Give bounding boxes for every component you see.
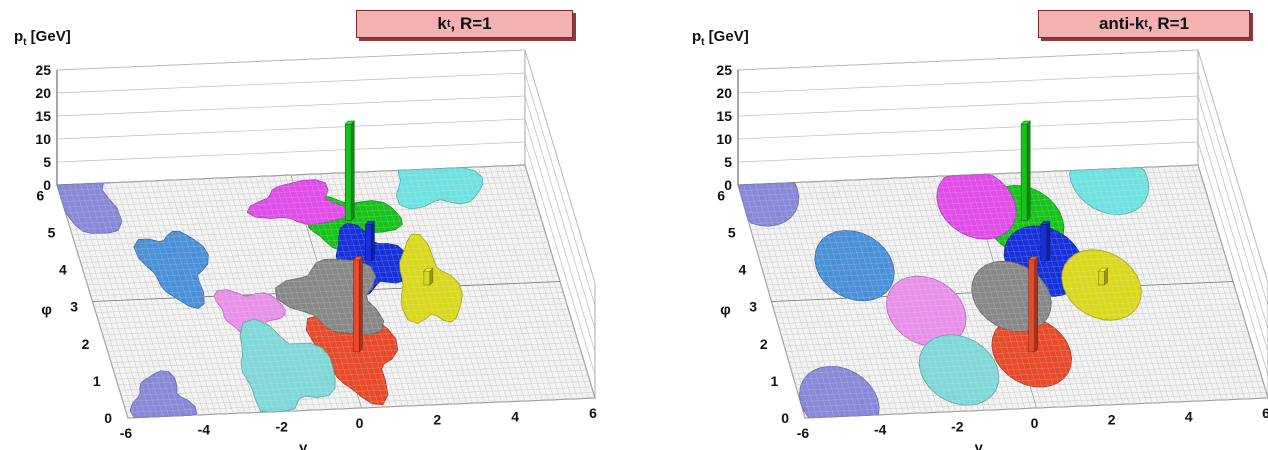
title-main: k [437,14,447,33]
y-tick-label: 5 [728,224,736,240]
jet-tower-3 [1097,267,1109,286]
x-tick-label: 6 [589,405,597,421]
jet-tower-3 [423,267,434,286]
jet-area-8 [918,334,1000,406]
y-tick-label: 3 [749,299,757,315]
back-walls [56,49,596,399]
jet-area-11 [737,182,800,227]
y-tick-label: 0 [104,410,112,426]
x-tick-label: 2 [1108,412,1116,428]
z-tick-label: 20 [35,85,51,101]
x-tick-label: 2 [433,412,441,428]
jet-tower-0 [352,256,364,353]
z-tick-label: 0 [43,177,51,193]
title-subscript: t [1144,18,1148,30]
jet-tower-2 [1040,220,1051,262]
x-axis-label: y [974,440,983,450]
x-tick-label: -2 [951,418,964,434]
jet-towers [344,120,434,353]
y-tick-label: 2 [82,336,90,352]
z-tick-label: 10 [35,131,51,147]
y-tick-label: 6 [36,187,44,203]
z-tick-label: 0 [724,177,732,193]
floor-grid-overlay [737,164,1268,419]
y-tick-label: 6 [717,187,725,203]
jet-area-6 [133,230,209,310]
y-tick-label: 1 [93,373,101,389]
x-tick-label: 0 [356,415,364,431]
z-tick-label: 25 [35,62,51,78]
x-tick-label: -4 [874,422,887,438]
jet-tower-0 [1027,256,1039,353]
title-rest: , R=1 [1147,14,1190,33]
floor-grid-overlay [56,164,596,419]
x-tick-label: -6 [120,425,133,441]
jet-tower-1 [1020,120,1031,222]
jet-area-8 [239,318,336,413]
chart-panel-antikt: -6 -4 -2 0 2 4 6 0 1 2 3 4 5 6 0 5 10 15 20 25 y φ anti-k t, R… [634,0,1268,450]
x-tick-label: 4 [511,408,519,424]
y-tick-label: 1 [771,373,779,389]
jet-area-11 [56,182,123,234]
jet-area-4 [936,173,1017,240]
jet-tower-2 [364,220,376,262]
z-axis-label: pt [GeV] [692,28,749,48]
x-tick-label: 6 [1262,405,1268,421]
jet-towers [1020,120,1109,353]
title-main: anti-k [1098,14,1145,33]
x-tick-label: -6 [797,425,810,441]
y-axis-label: φ [720,302,731,319]
z-tick-label: 15 [716,108,732,124]
x-tick-label: -4 [198,422,211,438]
z-tick-label: 5 [724,154,732,170]
y-tick-label: 0 [781,410,789,426]
x-tick-label: 4 [1185,408,1193,424]
title-rest: , R=1 [450,14,492,33]
y-tick-label: 5 [48,224,56,240]
x-axis-label: y [299,440,308,450]
y-tick-label: 4 [59,262,67,278]
x-tick-label: 0 [1031,415,1039,431]
z-axis-label: pt [GeV] [14,28,71,48]
title-subscript: t [446,18,451,30]
y-tick-label: 4 [739,262,747,278]
z-tick-label: 25 [716,62,732,78]
y-axis-label: φ [41,302,52,319]
jet-area-4 [246,179,350,225]
back-walls [737,49,1268,399]
jet-area-10 [799,365,880,419]
chart-title: anti-k t, R=1 [1038,10,1250,38]
z-tick-label: 10 [716,131,732,147]
y-tick-label: 2 [760,336,768,352]
jet-area-9 [395,167,483,210]
z-tick-label: 5 [43,154,51,170]
jet-area-10 [129,370,198,419]
z-tick-label: 20 [716,85,732,101]
z-tick-label: 15 [35,108,51,124]
jet-tower-1 [344,120,355,222]
jet-area-6 [814,229,895,302]
jet-area-9 [1068,167,1150,216]
y-tick-label: 3 [70,299,78,315]
x-tick-label: -2 [275,418,288,434]
